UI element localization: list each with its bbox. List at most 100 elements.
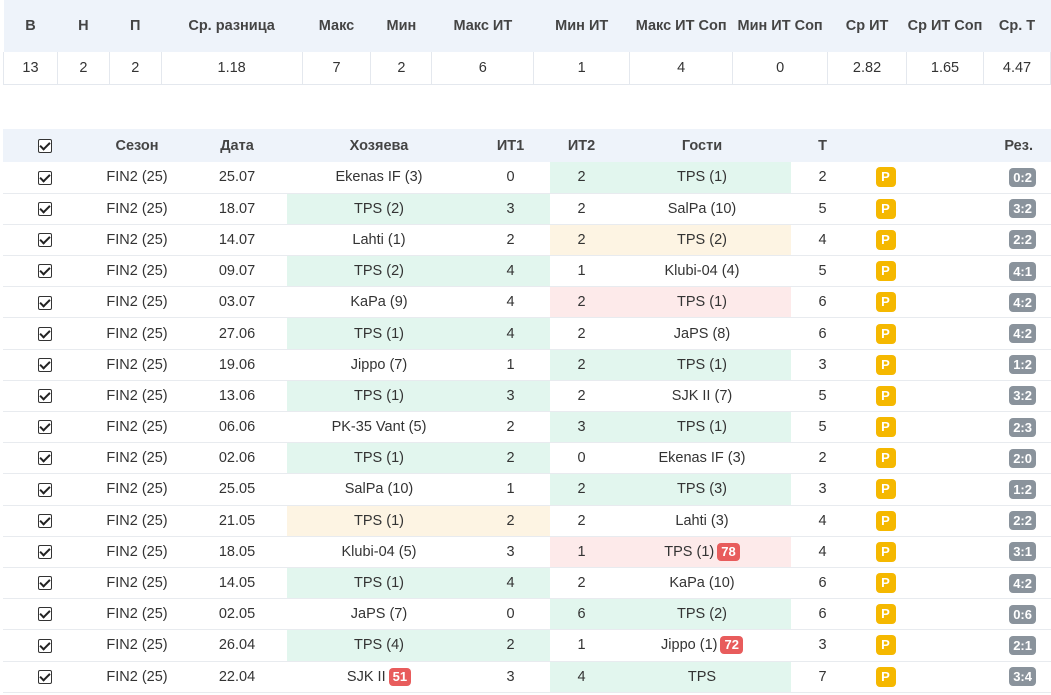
column-header-date[interactable]: Дата [220,137,254,154]
table-row[interactable]: FIN2 (25) 02.05 JaPS (7) 0 6 TPS (2) 6 P 0:6 [3,598,1051,631]
table-row[interactable]: FIN2 (25) 06.06 PK-35 Vant (5) 2 3 TPS (1) 5 P 2… [3,411,1051,444]
checkbox-checked-icon[interactable] [38,264,52,279]
checkbox-checked-icon[interactable] [38,576,52,591]
row-select-cell[interactable] [3,629,87,662]
checkbox-checked-icon[interactable] [38,326,52,341]
column-header-it2[interactable]: ИТ2 [567,137,596,154]
p-badge[interactable]: P [875,323,896,344]
away-team-name[interactable]: TPS (1) [677,294,727,311]
away-team-name[interactable]: TPS (3) [677,481,727,498]
p-cell[interactable]: P [854,317,917,350]
table-row[interactable]: FIN2 (25) 19.06 Jippo (7) 1 2 TPS (1) 3 P 1:2 [3,349,1051,381]
away-team-name[interactable]: SJK II (7) [671,387,733,404]
row-select-cell[interactable] [3,567,87,600]
p-cell[interactable]: P [854,255,917,288]
away-team-name[interactable]: TPS (2) [677,231,727,248]
row-select-cell[interactable] [3,286,87,319]
p-badge[interactable]: P [875,573,896,594]
p-cell[interactable]: P [854,629,917,662]
away-team-cell[interactable]: JaPS (8) [613,317,791,350]
p-badge[interactable]: P [875,666,896,687]
home-team-cell[interactable]: PK-35 Vant (5) [287,411,471,444]
home-team-name[interactable]: PK-35 Vant (5) [331,419,427,436]
home-team-name[interactable]: TPS (1) [354,325,404,342]
away-team-name[interactable]: Lahti (3) [675,512,729,529]
away-team-cell[interactable]: TPS (3) [613,473,791,506]
checkbox-checked-icon[interactable] [38,201,52,216]
home-team-name[interactable]: TPS (2) [354,200,404,217]
p-badge[interactable]: P [875,541,896,562]
away-team-name[interactable]: TPS (1) [677,419,727,436]
away-team-cell[interactable]: SJK II (7) [613,380,791,413]
away-team-name[interactable]: TPS (1) [664,543,715,560]
p-cell[interactable]: P [854,349,917,381]
checkbox-checked-icon[interactable] [38,233,52,248]
home-team-name[interactable]: TPS (1) [354,387,404,404]
away-team-cell[interactable]: Klubi-04 (4) [613,255,791,288]
p-cell[interactable]: P [854,598,917,631]
row-select-cell[interactable] [3,536,87,568]
column-header-home[interactable]: Хозяева [349,137,409,154]
home-team-name[interactable]: SalPa (10) [344,481,414,498]
away-team-cell[interactable]: Jippo (1) 72 [613,629,791,662]
home-team-name[interactable]: TPS (2) [354,263,404,280]
away-team-cell[interactable]: Ekenas IF (3) [613,442,791,475]
p-badge[interactable]: P [875,510,896,531]
checkbox-checked-icon[interactable] [38,513,52,528]
home-team-cell[interactable]: Klubi-04 (5) [287,536,471,568]
table-row[interactable]: FIN2 (25) 18.05 Klubi-04 (5) 3 1 TPS (1) 78 4 P 3… [3,536,1051,568]
home-team-name[interactable]: TPS (4) [354,637,404,654]
home-team-name[interactable]: Lahti (1) [352,231,406,248]
checkbox-checked-icon[interactable] [38,357,52,372]
away-team-cell[interactable]: TPS (1) [613,162,791,194]
checkbox-checked-icon[interactable] [38,420,52,435]
away-team-cell[interactable]: TPS (2) [613,598,791,631]
row-select-cell[interactable] [3,411,87,444]
p-cell[interactable]: P [854,505,917,537]
away-team-name[interactable]: Ekenas IF (3) [658,450,746,467]
home-team-cell[interactable]: TPS (1) [287,505,471,537]
table-row[interactable]: FIN2 (25) 02.06 TPS (1) 2 0 Ekenas IF (3) 2 P 2:… [3,442,1051,475]
column-header-away[interactable]: Гости [681,137,723,154]
home-team-cell[interactable]: TPS (1) [287,442,471,475]
away-team-name[interactable]: Klubi-04 (4) [664,263,740,280]
away-team-cell[interactable]: TPS (1) [613,411,791,444]
p-cell[interactable]: P [854,442,917,475]
p-badge[interactable]: P [875,261,896,282]
p-badge[interactable]: P [875,448,896,469]
p-cell[interactable]: P [854,661,917,693]
table-row[interactable]: FIN2 (25) 14.07 Lahti (1) 2 2 TPS (2) 4 P 2:2 [3,224,1051,257]
p-badge[interactable]: P [875,417,896,438]
checkbox-checked-icon[interactable] [38,607,52,622]
row-select-cell[interactable] [3,255,87,288]
home-team-cell[interactable]: KaPa (9) [287,286,471,319]
checkbox-checked-icon[interactable] [38,295,52,310]
away-team-cell[interactable]: Lahti (3) [613,505,791,537]
p-badge[interactable]: P [875,479,896,500]
away-team-name[interactable]: TPS (2) [677,606,727,623]
p-cell[interactable]: P [854,193,917,225]
p-badge[interactable]: P [875,167,896,188]
row-select-cell[interactable] [3,162,87,194]
checkbox-checked-icon[interactable] [38,451,52,466]
p-badge[interactable]: P [875,635,896,656]
table-row[interactable]: FIN2 (25) 14.05 TPS (1) 4 2 KaPa (10) 6 P 4:2 [3,567,1051,600]
column-header-season[interactable]: Сезон [115,137,159,154]
row-select-cell[interactable] [3,661,87,693]
home-team-name[interactable]: KaPa (9) [350,294,408,311]
checkbox-checked-icon[interactable] [38,638,52,653]
away-team-cell[interactable]: TPS (1) 78 [613,536,791,568]
p-badge[interactable]: P [875,604,896,625]
p-badge[interactable]: P [875,229,896,250]
p-cell[interactable]: P [854,286,917,319]
table-row[interactable]: FIN2 (25) 25.05 SalPa (10) 1 2 TPS (3) 3 P 1:2 [3,473,1051,506]
home-team-name[interactable]: JaPS (7) [350,606,408,623]
row-select-cell[interactable] [3,505,87,537]
p-cell[interactable]: P [854,224,917,257]
row-select-cell[interactable] [3,193,87,225]
table-row[interactable]: FIN2 (25) 21.05 TPS (1) 2 2 Lahti (3) 4 P 2:2 [3,505,1051,537]
home-team-cell[interactable]: TPS (4) [287,629,471,662]
row-select-cell[interactable] [3,349,87,381]
checkbox-checked-icon[interactable] [38,482,52,497]
away-team-name[interactable]: TPS (1) [677,169,727,186]
